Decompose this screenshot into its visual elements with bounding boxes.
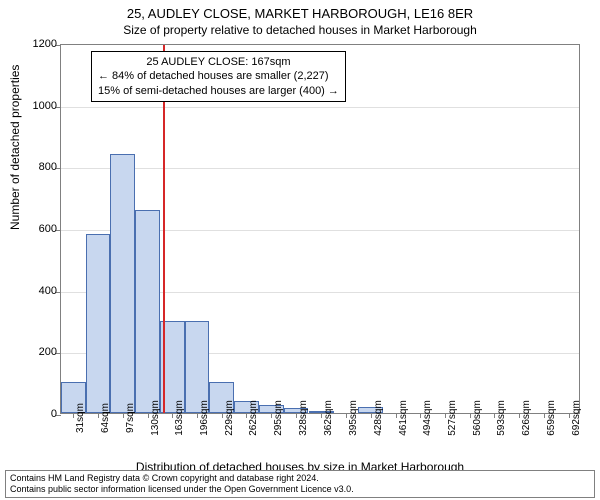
histogram-bar (185, 321, 210, 414)
x-tick-mark (123, 413, 124, 418)
plot-area: 25 AUDLEY CLOSE: 167sqm ← 84% of detache… (60, 44, 580, 414)
x-tick-mark (222, 413, 223, 418)
x-tick-label: 461sqm (398, 400, 409, 436)
x-tick-mark (371, 413, 372, 418)
footer-line2: Contains public sector information licen… (10, 484, 590, 495)
y-tick-label: 1200 (17, 38, 57, 50)
x-tick-mark (470, 413, 471, 418)
chart-subtitle: Size of property relative to detached ho… (0, 21, 600, 37)
footer-line1: Contains HM Land Registry data © Crown c… (10, 473, 590, 484)
gridline (61, 107, 579, 108)
x-tick-label: 64sqm (100, 403, 111, 433)
y-tick-label: 400 (17, 285, 57, 297)
x-tick-mark (445, 413, 446, 418)
x-tick-label: 130sqm (150, 400, 161, 436)
x-tick-label: 163sqm (174, 400, 185, 436)
x-tick-mark (544, 413, 545, 418)
y-tick-label: 0 (17, 408, 57, 420)
annotation-line3: 15% of semi-detached houses are larger (… (98, 84, 339, 98)
x-tick-label: 659sqm (546, 400, 557, 436)
x-tick-label: 328sqm (298, 400, 309, 436)
x-tick-label: 362sqm (323, 400, 334, 436)
y-tick-label: 600 (17, 223, 57, 235)
x-tick-label: 262sqm (248, 400, 259, 436)
x-tick-label: 494sqm (422, 400, 433, 436)
x-tick-label: 229sqm (224, 400, 235, 436)
histogram-bar (135, 210, 160, 414)
y-tick-label: 800 (17, 161, 57, 173)
x-tick-label: 428sqm (373, 400, 384, 436)
x-tick-label: 97sqm (125, 403, 136, 433)
footer-box: Contains HM Land Registry data © Crown c… (5, 470, 595, 498)
chart-container: 25, AUDLEY CLOSE, MARKET HARBOROUGH, LE1… (0, 0, 600, 500)
annotation-box: 25 AUDLEY CLOSE: 167sqm ← 84% of detache… (91, 51, 346, 102)
x-tick-label: 395sqm (348, 400, 359, 436)
y-axis-label: Number of detached properties (8, 65, 22, 230)
histogram-bar (110, 154, 135, 413)
x-tick-label: 31sqm (75, 403, 86, 433)
x-tick-mark (98, 413, 99, 418)
x-tick-label: 196sqm (199, 400, 210, 436)
chart-title: 25, AUDLEY CLOSE, MARKET HARBOROUGH, LE1… (0, 0, 600, 21)
gridline (61, 168, 579, 169)
x-tick-mark (569, 413, 570, 418)
x-tick-label: 626sqm (521, 400, 532, 436)
x-tick-label: 593sqm (496, 400, 507, 436)
x-tick-mark (148, 413, 149, 418)
x-tick-label: 692sqm (571, 400, 582, 436)
x-tick-mark (396, 413, 397, 418)
x-tick-label: 295sqm (273, 400, 284, 436)
annotation-line1: 25 AUDLEY CLOSE: 167sqm (98, 55, 339, 69)
annotation-line2: ← 84% of detached houses are smaller (2,… (98, 69, 339, 83)
x-tick-mark (197, 413, 198, 418)
y-tick-label: 1000 (17, 100, 57, 112)
y-tick-label: 200 (17, 346, 57, 358)
x-tick-label: 560sqm (472, 400, 483, 436)
x-tick-mark (296, 413, 297, 418)
x-tick-mark (346, 413, 347, 418)
histogram-bar (86, 234, 111, 413)
x-tick-label: 527sqm (447, 400, 458, 436)
